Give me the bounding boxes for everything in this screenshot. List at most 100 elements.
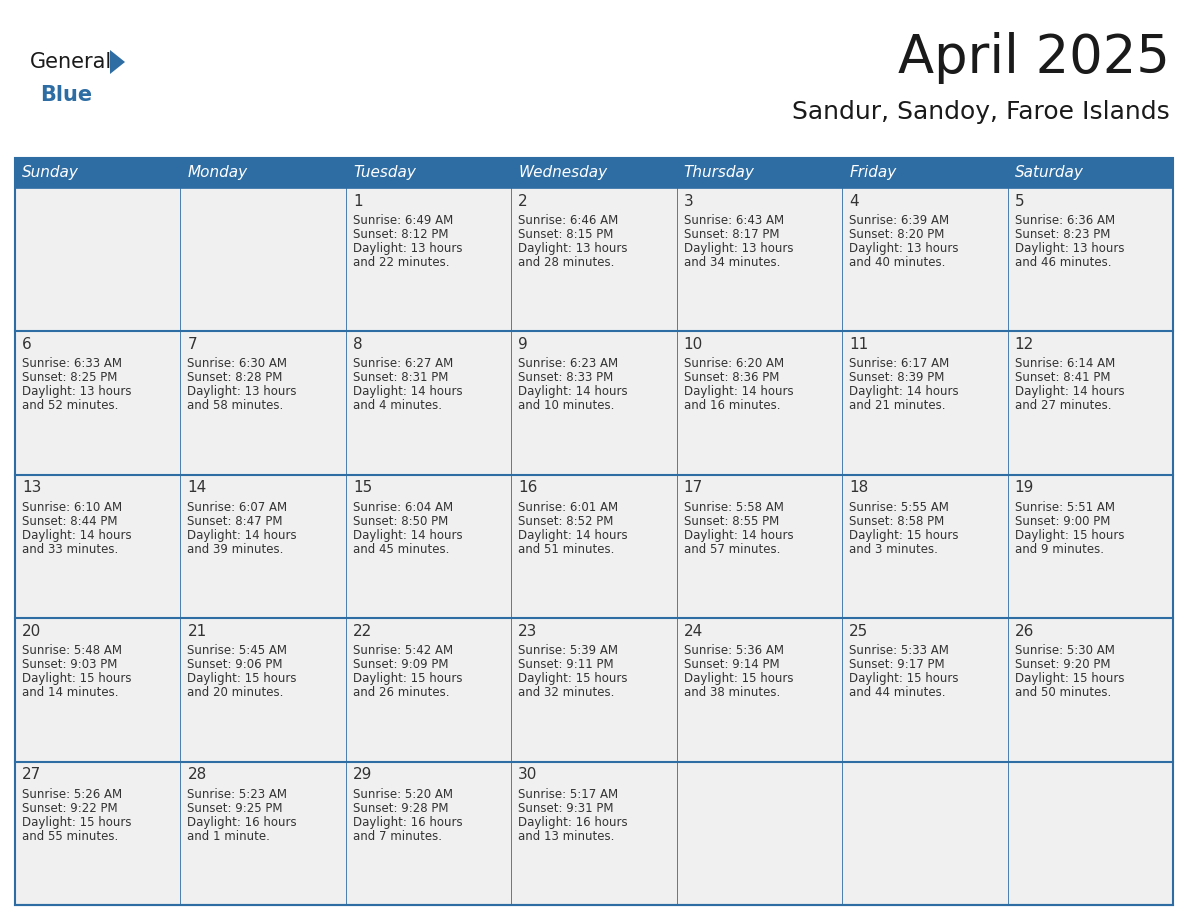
Text: Sunrise: 5:48 AM: Sunrise: 5:48 AM bbox=[23, 644, 122, 657]
Text: Daylight: 14 hours: Daylight: 14 hours bbox=[353, 386, 462, 398]
Text: Sunrise: 6:39 AM: Sunrise: 6:39 AM bbox=[849, 214, 949, 227]
Bar bbox=[15, 618, 181, 762]
Text: Sunrise: 5:42 AM: Sunrise: 5:42 AM bbox=[353, 644, 453, 657]
Text: 29: 29 bbox=[353, 767, 372, 782]
Text: and 20 minutes.: and 20 minutes. bbox=[188, 686, 284, 700]
Text: Sunrise: 5:39 AM: Sunrise: 5:39 AM bbox=[518, 644, 618, 657]
Text: Sunset: 9:11 PM: Sunset: 9:11 PM bbox=[518, 658, 614, 671]
Text: and 46 minutes.: and 46 minutes. bbox=[1015, 256, 1111, 269]
Text: and 28 minutes.: and 28 minutes. bbox=[518, 256, 614, 269]
Text: Tuesday: Tuesday bbox=[353, 165, 416, 181]
Text: Daylight: 15 hours: Daylight: 15 hours bbox=[23, 815, 132, 829]
Text: Sunrise: 6:10 AM: Sunrise: 6:10 AM bbox=[23, 501, 122, 514]
Text: Sunset: 8:20 PM: Sunset: 8:20 PM bbox=[849, 228, 944, 241]
Text: Thursday: Thursday bbox=[684, 165, 754, 181]
Text: and 57 minutes.: and 57 minutes. bbox=[684, 543, 781, 555]
Text: Sunrise: 6:30 AM: Sunrise: 6:30 AM bbox=[188, 357, 287, 370]
Text: Sunrise: 6:49 AM: Sunrise: 6:49 AM bbox=[353, 214, 453, 227]
Text: Sunset: 9:28 PM: Sunset: 9:28 PM bbox=[353, 801, 448, 814]
Text: Daylight: 13 hours: Daylight: 13 hours bbox=[518, 242, 627, 255]
Text: Friday: Friday bbox=[849, 165, 897, 181]
Text: Blue: Blue bbox=[40, 85, 93, 105]
Text: and 39 minutes.: and 39 minutes. bbox=[188, 543, 284, 555]
Bar bbox=[511, 475, 677, 618]
Text: Sunset: 8:12 PM: Sunset: 8:12 PM bbox=[353, 228, 448, 241]
Text: and 51 minutes.: and 51 minutes. bbox=[518, 543, 614, 555]
Text: and 21 minutes.: and 21 minutes. bbox=[849, 399, 946, 412]
Text: Sunset: 9:17 PM: Sunset: 9:17 PM bbox=[849, 658, 944, 671]
Text: Daylight: 13 hours: Daylight: 13 hours bbox=[188, 386, 297, 398]
Text: Sunset: 8:55 PM: Sunset: 8:55 PM bbox=[684, 515, 779, 528]
Text: and 16 minutes.: and 16 minutes. bbox=[684, 399, 781, 412]
Text: Daylight: 15 hours: Daylight: 15 hours bbox=[353, 672, 462, 685]
Text: Sunrise: 6:36 AM: Sunrise: 6:36 AM bbox=[1015, 214, 1114, 227]
Text: 24: 24 bbox=[684, 623, 703, 639]
Bar bbox=[181, 762, 346, 905]
Text: and 50 minutes.: and 50 minutes. bbox=[1015, 686, 1111, 700]
Text: Sunset: 8:17 PM: Sunset: 8:17 PM bbox=[684, 228, 779, 241]
Bar bbox=[1007, 618, 1173, 762]
Text: Sunrise: 5:17 AM: Sunrise: 5:17 AM bbox=[518, 788, 619, 800]
Bar bbox=[1007, 188, 1173, 331]
Bar bbox=[15, 158, 1173, 905]
Text: Daylight: 15 hours: Daylight: 15 hours bbox=[1015, 672, 1124, 685]
Text: 8: 8 bbox=[353, 337, 362, 352]
Text: Daylight: 14 hours: Daylight: 14 hours bbox=[684, 386, 794, 398]
Text: 16: 16 bbox=[518, 480, 538, 496]
Text: Daylight: 13 hours: Daylight: 13 hours bbox=[684, 242, 794, 255]
Text: Daylight: 15 hours: Daylight: 15 hours bbox=[684, 672, 794, 685]
Text: Monday: Monday bbox=[188, 165, 247, 181]
Text: Sunrise: 5:51 AM: Sunrise: 5:51 AM bbox=[1015, 501, 1114, 514]
Text: Sunset: 8:52 PM: Sunset: 8:52 PM bbox=[518, 515, 614, 528]
Text: 11: 11 bbox=[849, 337, 868, 352]
Text: and 14 minutes.: and 14 minutes. bbox=[23, 686, 119, 700]
Bar bbox=[842, 618, 1007, 762]
Text: Sunrise: 6:33 AM: Sunrise: 6:33 AM bbox=[23, 357, 122, 370]
Bar bbox=[15, 188, 181, 331]
Text: Daylight: 15 hours: Daylight: 15 hours bbox=[849, 672, 959, 685]
Bar bbox=[842, 475, 1007, 618]
Text: Daylight: 16 hours: Daylight: 16 hours bbox=[188, 815, 297, 829]
Text: 6: 6 bbox=[23, 337, 32, 352]
Text: 15: 15 bbox=[353, 480, 372, 496]
Text: 3: 3 bbox=[684, 194, 694, 208]
Text: 22: 22 bbox=[353, 623, 372, 639]
Text: and 4 minutes.: and 4 minutes. bbox=[353, 399, 442, 412]
Text: Sunset: 8:50 PM: Sunset: 8:50 PM bbox=[353, 515, 448, 528]
Text: and 44 minutes.: and 44 minutes. bbox=[849, 686, 946, 700]
Text: Sunrise: 6:17 AM: Sunrise: 6:17 AM bbox=[849, 357, 949, 370]
Text: 4: 4 bbox=[849, 194, 859, 208]
Text: Sunrise: 5:33 AM: Sunrise: 5:33 AM bbox=[849, 644, 949, 657]
Text: Sunrise: 6:20 AM: Sunrise: 6:20 AM bbox=[684, 357, 784, 370]
Text: Sunset: 8:28 PM: Sunset: 8:28 PM bbox=[188, 372, 283, 385]
Text: and 26 minutes.: and 26 minutes. bbox=[353, 686, 449, 700]
Text: Daylight: 14 hours: Daylight: 14 hours bbox=[849, 386, 959, 398]
Bar bbox=[181, 331, 346, 475]
Text: 5: 5 bbox=[1015, 194, 1024, 208]
Bar bbox=[511, 188, 677, 331]
Text: General: General bbox=[30, 52, 112, 72]
Bar bbox=[511, 762, 677, 905]
Text: 26: 26 bbox=[1015, 623, 1034, 639]
Bar bbox=[346, 762, 511, 905]
Text: and 52 minutes.: and 52 minutes. bbox=[23, 399, 119, 412]
Text: Daylight: 15 hours: Daylight: 15 hours bbox=[23, 672, 132, 685]
Bar bbox=[181, 475, 346, 618]
Text: 13: 13 bbox=[23, 480, 42, 496]
Text: Sunrise: 6:27 AM: Sunrise: 6:27 AM bbox=[353, 357, 453, 370]
Text: and 58 minutes.: and 58 minutes. bbox=[188, 399, 284, 412]
Text: Sunset: 9:20 PM: Sunset: 9:20 PM bbox=[1015, 658, 1110, 671]
Text: and 22 minutes.: and 22 minutes. bbox=[353, 256, 449, 269]
Text: Sunset: 9:06 PM: Sunset: 9:06 PM bbox=[188, 658, 283, 671]
Text: 17: 17 bbox=[684, 480, 703, 496]
Text: Sunset: 9:00 PM: Sunset: 9:00 PM bbox=[1015, 515, 1110, 528]
Text: Daylight: 13 hours: Daylight: 13 hours bbox=[849, 242, 959, 255]
Text: Sunset: 8:36 PM: Sunset: 8:36 PM bbox=[684, 372, 779, 385]
Bar bbox=[677, 475, 842, 618]
Bar bbox=[181, 188, 346, 331]
Text: Daylight: 13 hours: Daylight: 13 hours bbox=[1015, 242, 1124, 255]
Text: Sunrise: 5:45 AM: Sunrise: 5:45 AM bbox=[188, 644, 287, 657]
Text: Sunset: 9:14 PM: Sunset: 9:14 PM bbox=[684, 658, 779, 671]
Text: 27: 27 bbox=[23, 767, 42, 782]
Bar bbox=[346, 188, 511, 331]
